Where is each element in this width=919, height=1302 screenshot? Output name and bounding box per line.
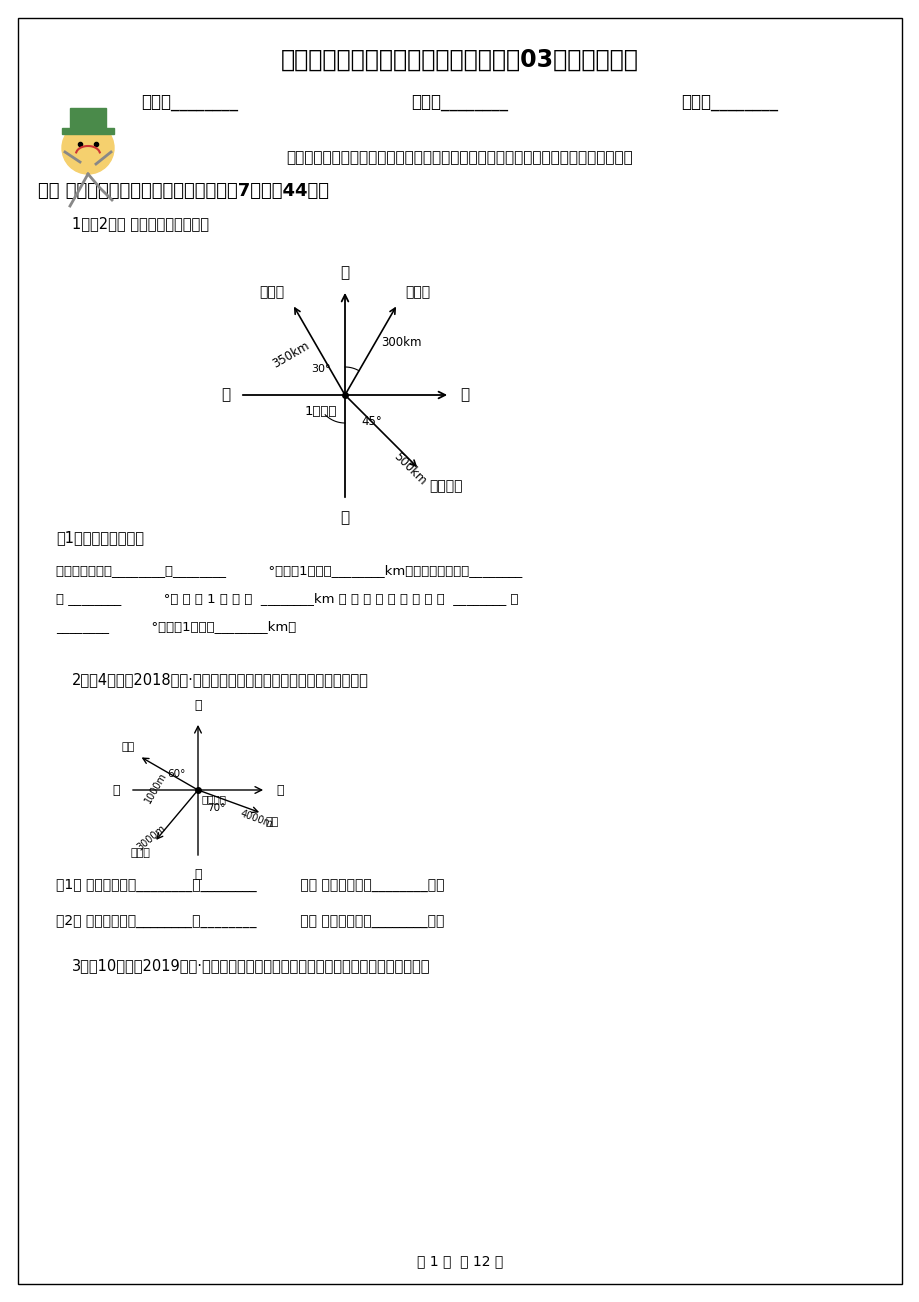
Text: 老鹰队的位置是________偏________          °，距离1号高地________km。猫豹队的位置是________: 老鹰队的位置是________偏________ °，距离1号高地_______… (56, 564, 522, 577)
Text: 2．（4分）（2018五下·深圳期末）观察下图，以中心广场为观测点。: 2．（4分）（2018五下·深圳期末）观察下图，以中心广场为观测点。 (72, 672, 369, 687)
Text: 1．（2分） 某军进行野战演习。: 1．（2分） 某军进行野战演习。 (72, 216, 209, 230)
Text: 学校: 学校 (266, 818, 278, 827)
Text: 西: 西 (221, 388, 230, 402)
Text: 商店: 商店 (121, 742, 135, 753)
Text: 中心广场: 中心广场 (202, 794, 227, 805)
Text: 350km: 350km (269, 340, 311, 371)
Text: 成绩：________: 成绩：________ (681, 94, 777, 112)
Text: 南: 南 (340, 510, 349, 525)
Text: 3000m: 3000m (135, 823, 168, 853)
Text: 老鹰队: 老鹰队 (405, 285, 430, 299)
Text: 3．（10分）（2019六上·山东期中）根据下面的描述，在平面图上标出各场所的位置: 3．（10分）（2019六上·山东期中）根据下面的描述，在平面图上标出各场所的位… (72, 958, 430, 973)
Text: 音乐厅: 音乐厅 (130, 848, 150, 858)
Text: 300km: 300km (381, 336, 422, 349)
Circle shape (62, 122, 114, 174)
Text: 姓名：________: 姓名：________ (142, 94, 238, 112)
Text: 太原市迎泽区数学六年级上册期中复习03：位置与方向: 太原市迎泽区数学六年级上册期中复习03：位置与方向 (281, 48, 638, 72)
Text: 1000m: 1000m (143, 771, 169, 805)
Text: 东: 东 (276, 784, 283, 797)
Text: 1号高地: 1号高地 (304, 405, 336, 418)
Text: 第 1 页  共 12 页: 第 1 页 共 12 页 (416, 1254, 503, 1268)
Text: 北: 北 (340, 266, 349, 280)
Text: （1） 商店的位置是________偏________          。， 距离中心广场________米。: （1） 商店的位置是________偏________ 。， 距离中心广场___… (56, 878, 444, 892)
Text: 小朋友，带上你一段时间的学习成果，一起来做个自我检测吧，相信你一定是最棒的！: 小朋友，带上你一段时间的学习成果，一起来做个自我检测吧，相信你一定是最棒的！ (287, 150, 632, 165)
Bar (70, 108, 106, 128)
Text: 500km: 500km (391, 449, 428, 488)
Text: 45°: 45° (360, 415, 381, 428)
Text: 指挥中心: 指挥中心 (429, 479, 462, 493)
Text: 一、 根据方向和距离确定物体的位置（共7题；共44分）: 一、 根据方向和距离确定物体的位置（共7题；共44分） (38, 182, 329, 201)
Text: 偏 ________          °， 距 离 1 号 高 地  ________km 。 指 挥 中 心 的 位 置 是  ________ 偏: 偏 ________ °， 距 离 1 号 高 地 ________km 。 指… (56, 592, 518, 605)
Text: 南: 南 (194, 868, 201, 881)
Text: 60°: 60° (166, 769, 185, 779)
Text: 班级：________: 班级：________ (411, 94, 508, 112)
Text: 4000m: 4000m (239, 809, 274, 829)
Text: 西: 西 (112, 784, 119, 797)
Text: 猫豹队: 猫豹队 (259, 285, 284, 299)
Text: 70°: 70° (207, 803, 225, 812)
Text: 北: 北 (194, 699, 201, 712)
Bar (62, 128, 114, 134)
Text: ________          °，距离1号高地________km。: ________ °，距离1号高地________km。 (56, 620, 296, 633)
Text: （2） 学校的位置是________偏________          。， 距离中心广场________米。: （2） 学校的位置是________偏________ 。， 距离中心广场___… (56, 914, 444, 928)
Text: 东: 东 (460, 388, 469, 402)
Text: 30°: 30° (312, 365, 331, 374)
Text: 以1号高地为观测点：: 以1号高地为观测点： (56, 530, 144, 546)
